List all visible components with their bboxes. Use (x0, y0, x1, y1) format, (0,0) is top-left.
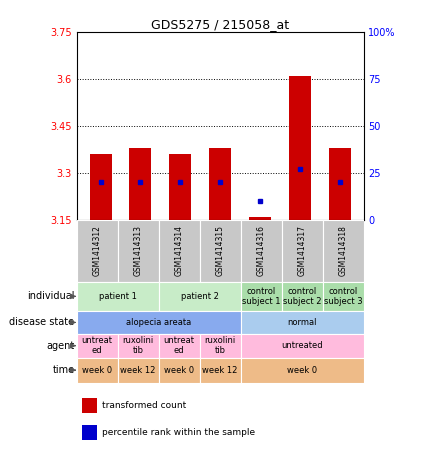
Bar (240, 334, 364, 357)
Bar (159, 220, 200, 282)
Bar (130, 148, 152, 220)
Text: GSM1414315: GSM1414315 (215, 225, 225, 276)
Text: percentile rank within the sample: percentile rank within the sample (102, 428, 256, 437)
Bar (90, 154, 112, 220)
Text: GSM1414314: GSM1414314 (175, 225, 184, 276)
Text: GSM1414313: GSM1414313 (134, 225, 143, 276)
Bar (77, 334, 118, 357)
Bar (118, 334, 159, 357)
Text: ruxolini
tib: ruxolini tib (205, 336, 236, 356)
Bar (209, 148, 231, 220)
Text: week 12: week 12 (120, 366, 156, 375)
Text: disease state: disease state (10, 318, 74, 328)
Bar (289, 76, 311, 220)
Bar (200, 220, 240, 282)
Bar (77, 357, 118, 383)
Bar (240, 311, 364, 334)
Text: untreated: untreated (281, 341, 323, 350)
Text: time: time (53, 365, 74, 375)
Bar (77, 220, 118, 282)
Text: normal: normal (287, 318, 317, 327)
Bar (322, 220, 364, 282)
Text: control
subject 2: control subject 2 (283, 287, 321, 306)
Bar (82, 425, 97, 440)
Title: GDS5275 / 215058_at: GDS5275 / 215058_at (151, 18, 289, 30)
Bar (77, 282, 159, 311)
Bar (159, 357, 200, 383)
Bar (200, 334, 240, 357)
Bar (322, 282, 364, 311)
Bar (282, 282, 322, 311)
Text: GSM1414317: GSM1414317 (297, 225, 307, 276)
Text: untreat
ed: untreat ed (164, 336, 194, 356)
Bar (159, 334, 200, 357)
Bar (82, 398, 97, 413)
Text: ruxolini
tib: ruxolini tib (123, 336, 154, 356)
Bar (77, 311, 240, 334)
Text: control
subject 3: control subject 3 (324, 287, 362, 306)
Text: week 0: week 0 (82, 366, 112, 375)
Bar (200, 357, 240, 383)
Text: alopecia areata: alopecia areata (126, 318, 191, 327)
Bar (240, 282, 282, 311)
Text: GSM1414318: GSM1414318 (339, 225, 347, 276)
Text: week 0: week 0 (287, 366, 317, 375)
Text: control
subject 1: control subject 1 (242, 287, 280, 306)
Bar (240, 220, 282, 282)
Bar (240, 357, 364, 383)
Text: GSM1414312: GSM1414312 (93, 225, 102, 276)
Text: individual: individual (27, 291, 74, 301)
Bar (249, 217, 271, 220)
Text: patient 1: patient 1 (99, 292, 137, 301)
Text: agent: agent (46, 341, 74, 351)
Text: patient 2: patient 2 (180, 292, 219, 301)
Text: untreat
ed: untreat ed (81, 336, 113, 356)
Text: week 12: week 12 (202, 366, 238, 375)
Text: GSM1414316: GSM1414316 (257, 225, 265, 276)
Text: transformed count: transformed count (102, 401, 187, 410)
Bar (282, 220, 322, 282)
Text: week 0: week 0 (164, 366, 194, 375)
Bar (159, 282, 240, 311)
Bar (170, 154, 191, 220)
Bar (328, 148, 350, 220)
Bar (118, 357, 159, 383)
Bar (118, 220, 159, 282)
